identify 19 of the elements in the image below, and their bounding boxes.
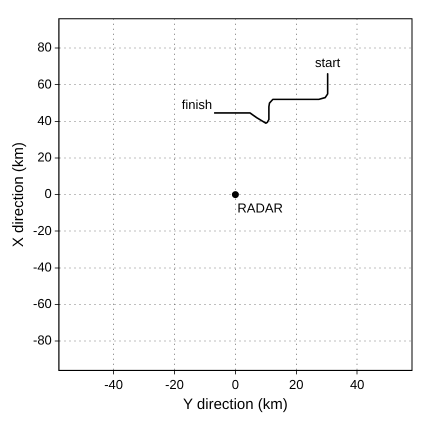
x-tick-label: 0 <box>232 376 240 392</box>
y-tick-label: -60 <box>32 296 52 312</box>
x-tick-label: -40 <box>104 376 123 392</box>
y-tick-label: 40 <box>37 112 52 128</box>
x-axis-title: Y direction (km) <box>183 396 288 414</box>
annotation: start <box>315 54 341 70</box>
y-axis-title: X direction (km) <box>10 142 28 248</box>
y-tick-label: -80 <box>32 332 52 348</box>
y-tick-label: 80 <box>37 40 52 55</box>
y-tick-label: 60 <box>37 76 52 92</box>
annotation: finish <box>182 97 212 112</box>
y-tick-label: -40 <box>32 259 52 274</box>
x-tick-label: -20 <box>165 376 184 392</box>
y-tick-label: -20 <box>32 222 52 238</box>
x-tick-label: 40 <box>350 376 364 392</box>
y-tick-label: 0 <box>44 186 52 202</box>
y-tick-label: 20 <box>37 150 52 165</box>
annotation: RADAR <box>237 200 283 216</box>
x-tick-label: 20 <box>289 376 304 392</box>
